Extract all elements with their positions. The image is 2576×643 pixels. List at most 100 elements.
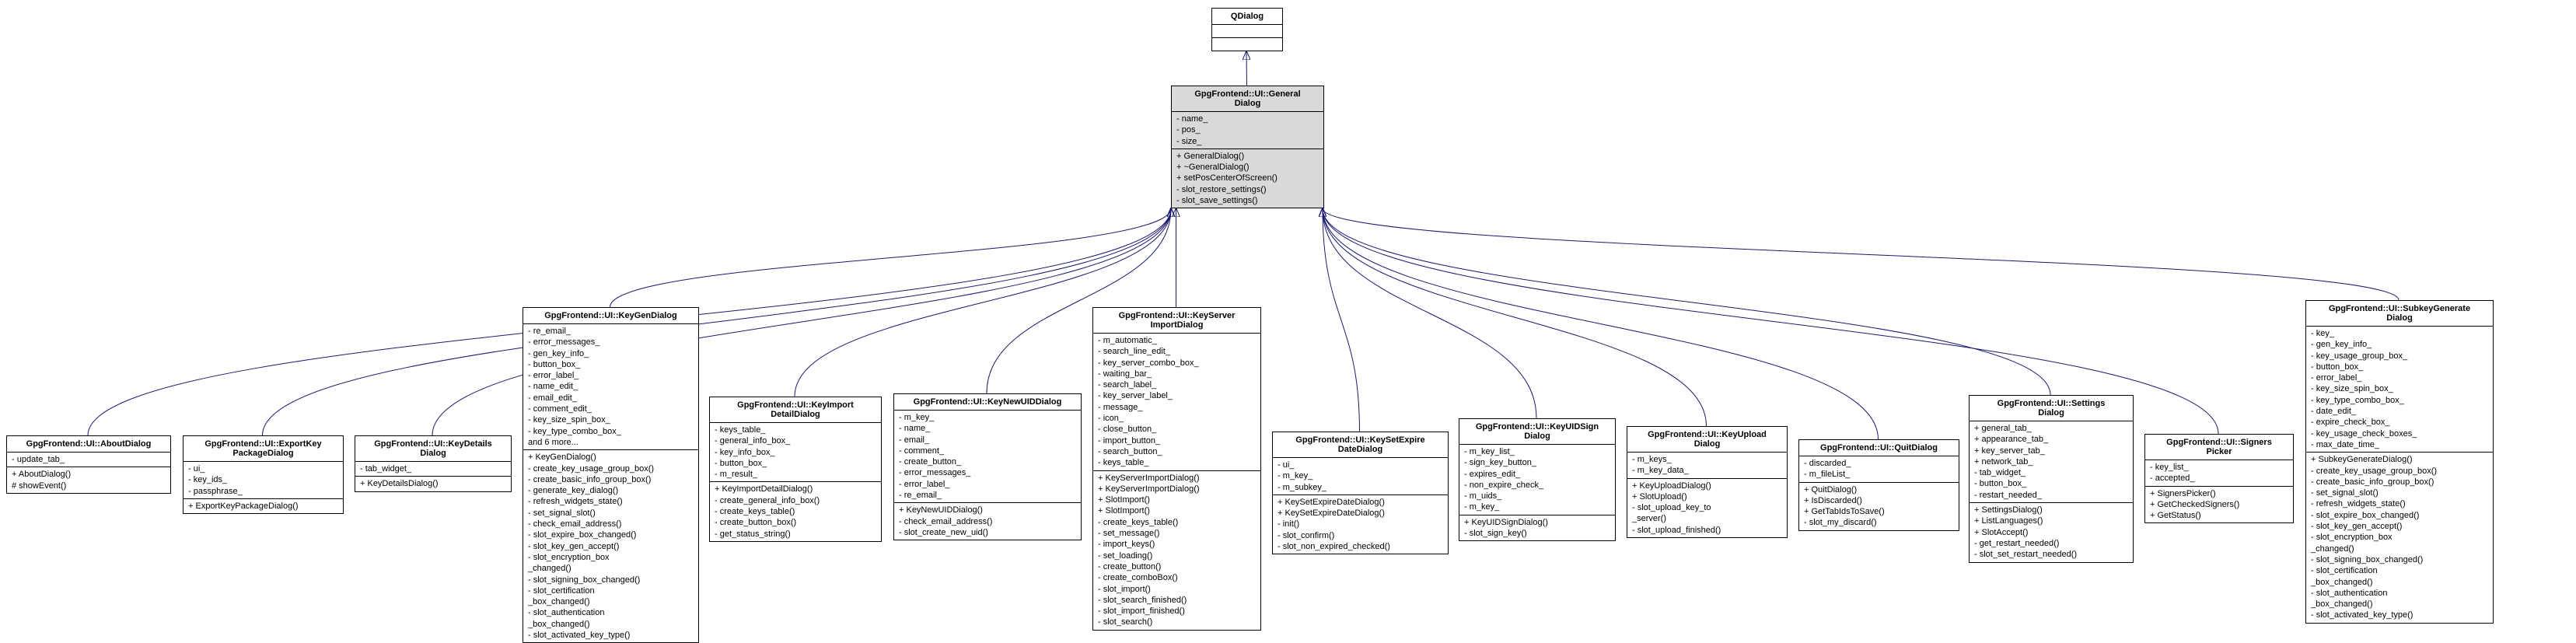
class-title: GpgFrontend::UI::SettingsDialog [1970,396,2133,421]
class-methods: + SettingsDialog()+ ListLanguages()+ Slo… [1970,503,2133,561]
method-item: - slot_restore_settings() [1176,184,1319,195]
method-item: - init() [1278,519,1443,529]
method-item: - create_comboBox() [1098,572,1256,583]
method-item: - slot_upload_key_to_server() [1632,502,1782,525]
member-item: - expires_edit_ [1464,469,1610,480]
member-item: - tab_widget_ [1974,467,2128,478]
member-item: + appearance_tab_ [1974,434,2128,445]
method-item: + SubkeyGenerateDialog() [2311,454,2488,465]
method-item: - slot_signing_box_changed() [528,575,694,585]
member-item: + network_tab_ [1974,456,2128,467]
class-box-quit: GpgFrontend::UI::QuitDialog- discarded_-… [1798,439,1959,531]
method-item: - slot_expire_box_changed() [528,529,694,540]
method-item: # showEvent() [12,481,166,491]
method-item: - slot_encryption_box_changed() [528,552,694,575]
inheritance-edge [1323,208,2050,395]
class-box-keyserver: GpgFrontend::UI::KeyServerImportDialog- … [1092,307,1261,631]
method-item: + KeyDetailsDialog() [360,478,506,489]
class-methods: + KeyImportDetailDialog()- create_genera… [710,482,881,540]
method-item: - create_keys_table() [715,506,876,517]
member-item: + general_tab_ [1974,423,2128,434]
member-item: - search_line_edit_ [1098,346,1256,357]
member-item: - key_type_combo_box_ [528,426,694,437]
class-members: - name_- pos_- size_ [1172,112,1323,149]
class-box-keyupload: GpgFrontend::UI::KeyUploadDialog- m_keys… [1627,426,1788,538]
member-item: - key_size_spin_box_ [528,414,694,425]
member-item: - close_button_ [1098,424,1256,435]
member-item: - key_info_box_ [715,447,876,458]
class-box-keyimport: GpgFrontend::UI::KeyImportDetailDialog- … [709,397,882,542]
class-members: + general_tab_+ appearance_tab_+ key_ser… [1970,421,2133,503]
class-members: - re_email_- error_messages_- gen_key_in… [523,324,698,450]
method-item: + AboutDialog() [12,469,166,480]
class-methods: + SubkeyGenerateDialog()- create_key_usa… [2306,453,2493,622]
class-methods: + AboutDialog()# showEvent() [7,467,170,493]
method-item: - slot_confirm() [1278,530,1443,541]
method-item: - create_button() [1098,561,1256,572]
member-item: - button_box_ [528,359,694,370]
class-title: GpgFrontend::UI::KeyImportDetailDialog [710,397,881,423]
class-title: GpgFrontend::UI::AboutDialog [7,436,170,453]
method-item: - slot_authentication_box_changed() [528,607,694,630]
class-methods: + QuitDialog()+ IsDiscarded()+ GetTabIds… [1799,483,1959,530]
member-item: - name_ [1176,114,1319,124]
method-item: + QuitDialog() [1804,484,1954,495]
class-title: GpgFrontend::UI::GeneralDialog [1172,86,1323,112]
method-item: - slot_import() [1098,584,1256,595]
member-item: - m_fileList_ [1804,469,1954,480]
method-item: - slot_upload_finished() [1632,525,1782,536]
inheritance-edge [1323,208,1360,432]
method-item: - import_keys() [1098,539,1256,550]
class-title: GpgFrontend::UI::KeyDetailsDialog [355,436,511,462]
method-item: - set_loading() [1098,550,1256,561]
class-title: GpgFrontend::UI::SubkeyGenerateDialog [2306,301,2493,327]
method-item: - slot_certification_box_changed() [2311,565,2488,588]
method-item: - slot_save_settings() [1176,195,1319,206]
member-item: - create_button_ [899,456,1076,467]
member-item: - size_ [1176,136,1319,147]
class-methods [1212,38,1282,51]
class-box-about: GpgFrontend::UI::AboutDialog- update_tab… [6,435,171,494]
member-item: and 6 more... [528,437,694,448]
method-item: - slot_my_discard() [1804,517,1954,528]
method-item: - slot_set_restart_needed() [1974,549,2128,560]
method-item: + SlotUpload() [1632,491,1782,502]
method-item: + KeyUploadDialog() [1632,481,1782,491]
class-title: GpgFrontend::UI::KeyServerImportDialog [1093,308,1260,334]
method-item: + GetTabIdsToSave() [1804,506,1954,517]
class-title: GpgFrontend::UI::KeyUIDSignDialog [1459,419,1615,445]
method-item: - generate_key_dialog() [528,485,694,496]
member-item: - m_key_list_ [1464,446,1610,457]
member-item: - tab_widget_ [360,463,506,474]
class-members: - key_list_- accepted_ [2145,460,2293,487]
member-item: - keys_table_ [715,425,876,435]
method-item: - slot_authentication_box_changed() [2311,588,2488,610]
class-methods: + KeyNewUIDDialog()- check_email_address… [894,503,1081,540]
inheritance-edge [1323,208,1879,439]
member-item: - m_key_ [1278,470,1443,481]
method-item: + KeyServerImportDialog() [1098,473,1256,484]
class-title: GpgFrontend::UI::ExportKeyPackageDialog [184,436,343,462]
member-item: - waiting_bar_ [1098,369,1256,379]
method-item: + GeneralDialog() [1176,151,1319,162]
member-item: - key_ids_ [188,474,338,485]
class-box-keydetails: GpgFrontend::UI::KeyDetailsDialog- tab_w… [355,435,512,492]
method-item: + GetCheckedSigners() [2150,499,2288,510]
class-box-keynewuid: GpgFrontend::UI::KeyNewUIDDialog- m_key_… [893,393,1082,540]
method-item: + SlotImport() [1098,505,1256,516]
member-item: - re_email_ [528,326,694,337]
inheritance-edge [1323,208,1707,426]
class-members: - tab_widget_ [355,462,511,477]
method-item: + KeySetExpireDateDialog() [1278,497,1443,508]
method-item: - get_status_string() [715,529,876,540]
member-item: - m_result_ [715,469,876,480]
member-item: - message_ [1098,402,1256,413]
member-item: - error_messages_ [528,337,694,348]
class-title: GpgFrontend::UI::KeyNewUIDDialog [894,394,1081,411]
method-item: + KeySetExpireDateDialog() [1278,508,1443,519]
method-item: - create_key_usage_group_box() [2311,466,2488,477]
member-item: - m_key_ [1464,501,1610,512]
method-item: - slot_encryption_box_changed() [2311,532,2488,554]
inheritance-edge [1246,51,1247,86]
method-item: - create_general_info_box() [715,495,876,506]
